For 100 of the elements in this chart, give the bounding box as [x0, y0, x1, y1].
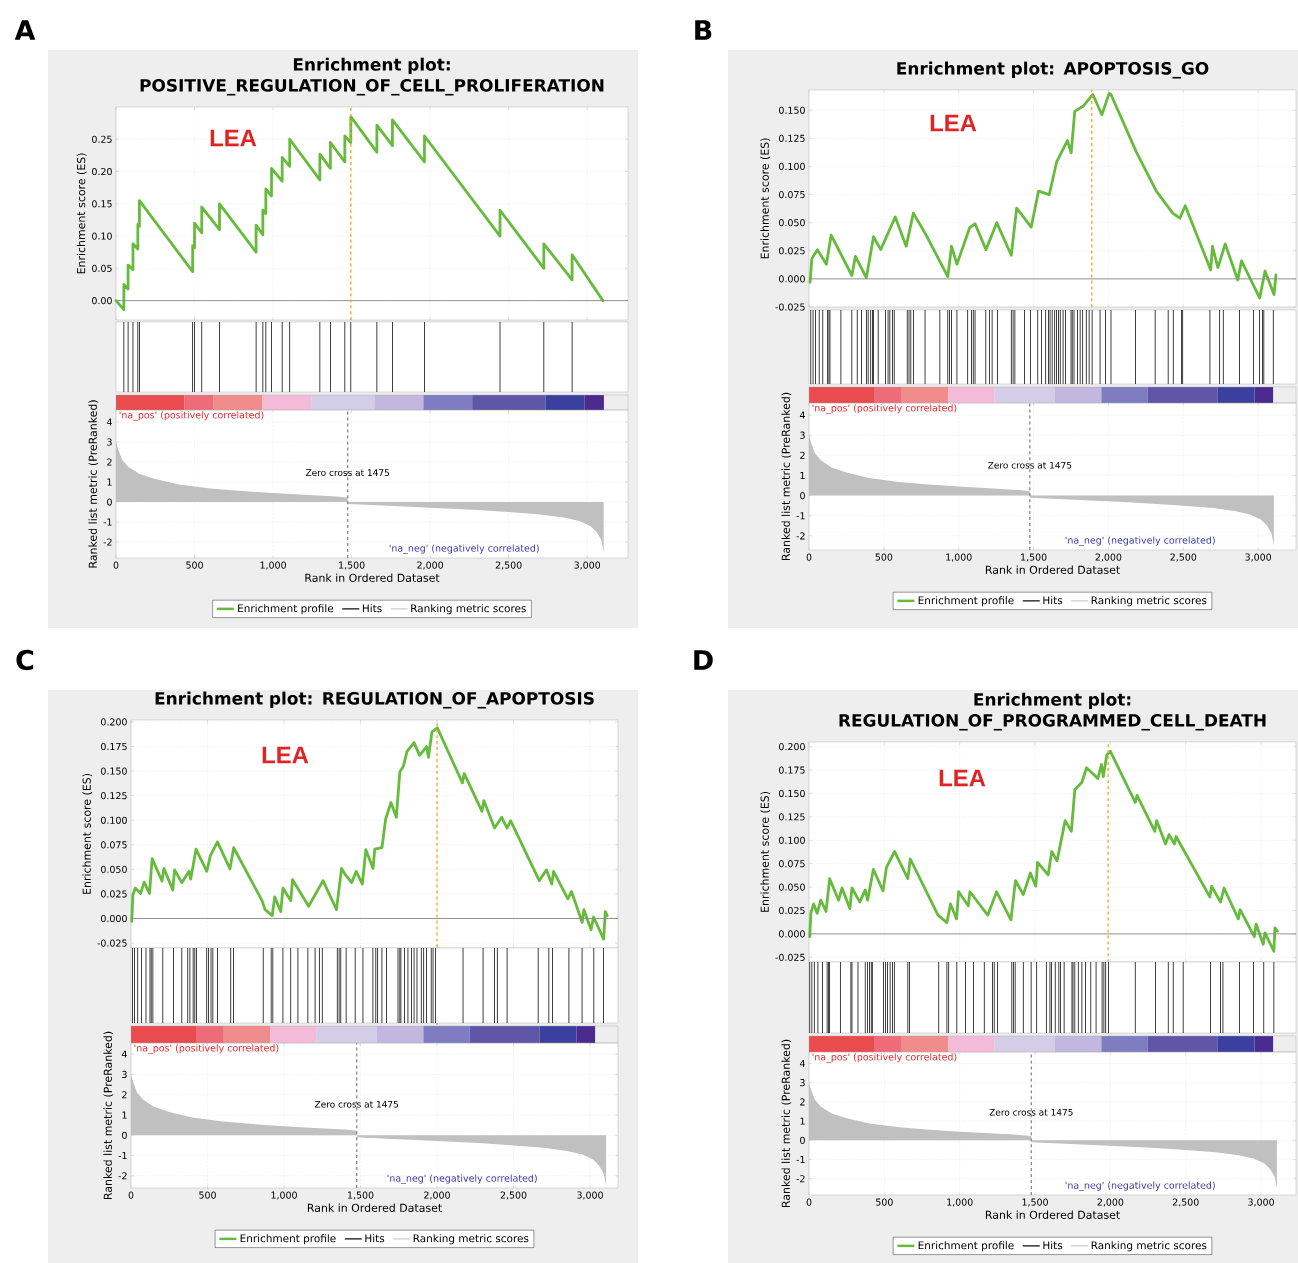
ref-line-label: Zero cross at 1475 [989, 1109, 1073, 1116]
y-tick-label: 0.075 [779, 860, 805, 868]
y-tick-label: 3 [800, 431, 805, 439]
y-tick-label: -0.025 [775, 953, 805, 961]
x-tick-label: 3,000 [1245, 553, 1272, 562]
y-tick-label: -1 [796, 1156, 805, 1163]
y-tick-label: 0.000 [101, 914, 127, 923]
y-tick-label: 0 [107, 498, 112, 506]
y-axis-title: Enrichment score (ES) [760, 791, 771, 912]
x-axis-title: Rank in Ordered Dataset [985, 1210, 1120, 1219]
y-tick-label: 0.10 [92, 232, 112, 240]
y-axis-title: Enrichment score (ES) [76, 153, 87, 274]
annotation: 'na_neg' (negatively correlated) [1065, 1181, 1215, 1191]
x-tick-label: 1,500 [1022, 1198, 1048, 1207]
y-tick-label: 0.025 [779, 906, 805, 915]
text: Hits [365, 1234, 385, 1243]
x-tick-label: 500 [876, 1198, 893, 1206]
x-tick-label: 1,000 [260, 561, 286, 570]
text: Enrichment profile [238, 604, 334, 615]
x-tick-label: 500 [199, 1191, 216, 1199]
annotation: LEA [930, 114, 977, 132]
annotation: 'na_neg' (negatively correlated) [387, 1174, 537, 1184]
y-tick-label: -0.025 [775, 303, 805, 311]
y-tick-label: 2 [107, 458, 112, 466]
y-tick-label: 4 [799, 411, 805, 419]
chart-title: Enrichment plot: POSITIVE_REGULATION_OF_CELL_PROLIFERATION [140, 57, 604, 96]
y-axis-title: Ranked list metric (PreRanked) [781, 392, 792, 560]
y-tick-label: 0 [800, 1136, 805, 1144]
y-tick-label: 0.100 [101, 816, 127, 824]
text: Hits [362, 604, 382, 613]
annotation: 'na_pos' (positively correlated) [812, 1053, 957, 1063]
legend-label: Ranking metric scores [1091, 596, 1207, 607]
text: Enrichment profile [240, 1234, 336, 1245]
y-tick-label: -1 [103, 518, 112, 526]
y-tick-label: 3 [122, 1070, 127, 1079]
x-tick-label: 500 [186, 561, 203, 569]
x-tick-label: 1,000 [947, 1198, 973, 1207]
y-tick-label: 2 [800, 451, 805, 459]
y-tick-label: 4 [799, 1060, 805, 1067]
y-tick-label: 0.150 [779, 789, 805, 798]
y-tick-label: 0.075 [101, 841, 127, 849]
text: D [694, 650, 713, 670]
y-axis-title: Ranked list metric (PreRanked) [781, 1039, 792, 1207]
ref-line-label: Zero cross at 1475 [314, 1100, 399, 1108]
y-tick-label: 0.075 [779, 190, 805, 199]
y-tick-label: 0.200 [779, 743, 805, 751]
annotation: 'na_pos' (positively correlated) [119, 411, 264, 421]
y-axis-title: Ranked list metric (PreRanked) [88, 400, 99, 568]
y-tick-label: 0.025 [101, 890, 127, 898]
y-tick-label: 0.125 [779, 134, 805, 142]
y-tick-label: 0.00 [92, 297, 112, 305]
y-tick-label: 2 [800, 1098, 805, 1106]
x-tick-label: 2,500 [1172, 1198, 1199, 1207]
y-tick-label: -2 [118, 1172, 127, 1180]
x-tick-label: 2,000 [424, 1191, 450, 1200]
legend-label: Ranking metric scores [1091, 1241, 1207, 1252]
y-tick-label: -2 [103, 538, 112, 546]
text: Enrichment profile [918, 1241, 1014, 1252]
x-axis-title: Rank in Ordered Dataset [307, 1203, 442, 1212]
y-axis-title: Enrichment score (ES) [82, 773, 93, 894]
y-tick-label: 0.025 [779, 247, 805, 255]
annotation: LEA [939, 769, 986, 787]
y-tick-label: 4 [121, 1050, 127, 1058]
legend-label: Ranking metric scores [411, 604, 526, 615]
y-tick-label: 0.125 [779, 813, 805, 821]
y-tick-label: 0.000 [779, 275, 805, 283]
x-tick-label: 3,000 [577, 1191, 603, 1200]
text: Hits [1043, 596, 1063, 605]
x-axis-title: Rank in Ordered Dataset [985, 565, 1120, 574]
y-tick-label: 0.175 [779, 766, 805, 774]
x-tick-label: 3,000 [1248, 1198, 1274, 1207]
y-tick-label: 0.175 [101, 742, 127, 751]
y-tick-label: 0.25 [92, 135, 112, 143]
text: B [695, 20, 712, 40]
y-tick-label: 0.200 [101, 718, 127, 726]
x-tick-label: 0 [806, 553, 812, 561]
x-tick-label: 0 [806, 1198, 812, 1206]
x-tick-label: 3,000 [574, 561, 601, 570]
text: A [14, 20, 36, 40]
annotation: 'na_neg' (negatively correlated) [389, 544, 539, 554]
y-tick-label: -1 [796, 512, 805, 520]
x-tick-label: 2,000 [417, 561, 444, 570]
ref-line-label: Zero cross at 1475 [305, 469, 389, 477]
y-tick-label: 0.100 [779, 162, 805, 171]
chart-title: Enrichment plot: APOPTOSIS_GO [897, 61, 1209, 79]
annotation: LEA [262, 746, 309, 764]
x-tick-label: 1,000 [271, 1191, 297, 1200]
y-tick-label: 0 [800, 492, 805, 500]
y-tick-label: 0.15 [92, 200, 112, 208]
y-tick-label: 1 [800, 1117, 805, 1125]
x-tick-label: 0 [128, 1191, 134, 1199]
y-tick-label: 0.100 [779, 836, 805, 844]
y-tick-label: -2 [796, 532, 805, 540]
chart-title: Enrichment plot: REGULATION_OF_APOPTOSIS [155, 691, 594, 709]
y-tick-label: 1 [800, 472, 805, 479]
y-axis-title: Enrichment score (ES) [760, 138, 771, 259]
x-tick-label: 1,500 [1021, 553, 1047, 562]
x-tick-label: 1,500 [348, 1191, 374, 1200]
y-tick-label: 0 [122, 1131, 127, 1139]
annotation: 'na_pos' (positively correlated) [812, 404, 957, 414]
